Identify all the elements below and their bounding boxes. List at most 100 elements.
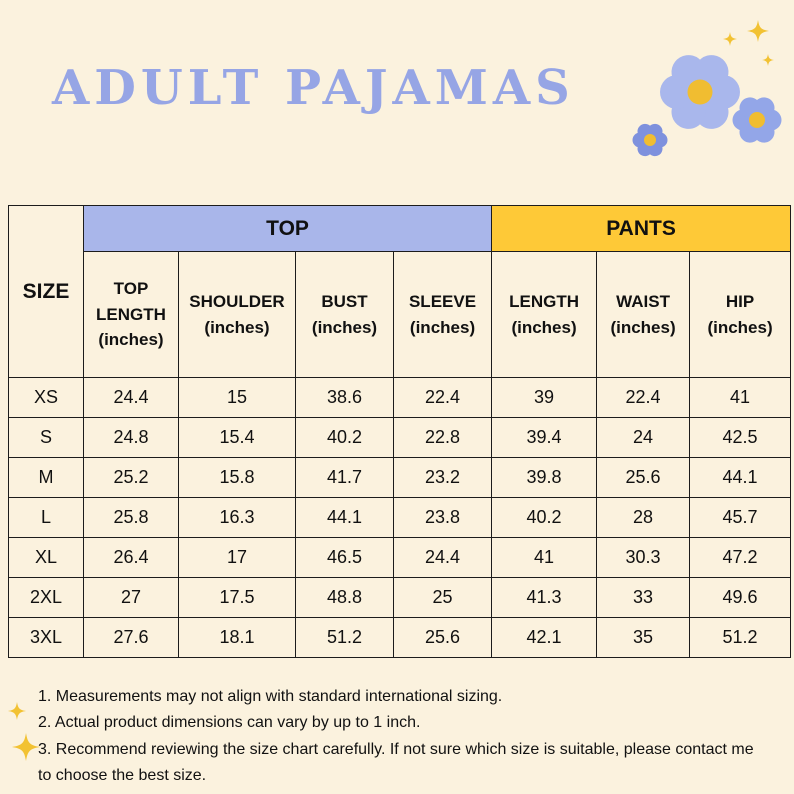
- measurement-cell: 39: [491, 377, 598, 418]
- size-label: S: [8, 417, 84, 458]
- measurement-cell: 15.8: [178, 457, 296, 498]
- column-unit: (inches): [707, 317, 773, 337]
- note-line: 2. Actual product dimensions can vary by…: [38, 714, 421, 732]
- sparkles-decoration: [8, 702, 40, 761]
- size-chart-table: SIZE TOP PANTS TOP LENGTH (inches) SHOULDE…: [8, 205, 792, 658]
- measurement-cell: 51.2: [689, 617, 792, 658]
- size-row-3xl: 3XL 27.6 18.1 51.2 25.6 42.1 35 51.2: [8, 617, 792, 658]
- column-header-top-length: TOP LENGTH (inches): [83, 251, 179, 378]
- measurement-cell: 48.8: [295, 577, 394, 618]
- measurement-cell: 44.1: [295, 497, 394, 538]
- column-name: WAIST: [616, 292, 670, 311]
- column-name: LENGTH: [509, 292, 579, 311]
- measurement-cell: 26.4: [83, 537, 179, 578]
- size-label: 2XL: [8, 577, 84, 618]
- measurement-cell: 41.7: [295, 457, 394, 498]
- notes-section: 1. Measurements may not align with stand…: [38, 684, 770, 790]
- column-header-waist: WAIST (inches): [596, 251, 691, 378]
- note-line: 3. Recommend reviewing the size chart ca…: [38, 740, 754, 785]
- column-unit: (inches): [610, 317, 676, 337]
- sparkle-icon: [723, 32, 737, 46]
- size-row-s: S 24.8 15.4 40.2 22.8 39.4 24 42.5: [8, 417, 792, 458]
- sparkle-icon: [12, 733, 40, 761]
- measurement-cell: 22.4: [392, 377, 493, 418]
- measurement-cell: 27.6: [83, 617, 179, 658]
- group-header-row: SIZE TOP PANTS: [8, 205, 792, 378]
- measurement-cell: 42.1: [491, 617, 598, 658]
- sparkle-icon: [8, 702, 26, 720]
- column-name: HIP: [725, 292, 755, 311]
- sparkle-icon: [747, 20, 769, 42]
- measurement-cell: 25.6: [392, 617, 493, 658]
- measurement-cell: 39.8: [491, 457, 598, 498]
- measurement-cell: 44.1: [689, 457, 792, 498]
- measurement-cell: 22.8: [392, 417, 493, 458]
- measurement-cell: 24.4: [392, 537, 493, 578]
- column-header-bust: BUST (inches): [295, 251, 394, 378]
- measurement-cell: 16.3: [178, 497, 296, 538]
- column-header-hip: HIP (inches): [689, 251, 792, 378]
- measurement-cell: 17: [178, 537, 296, 578]
- measurement-cell: 25.8: [83, 497, 179, 538]
- size-label: XL: [8, 537, 84, 578]
- flower-icon: [732, 97, 782, 143]
- measurement-cell: 23.2: [392, 457, 493, 498]
- size-column-header: SIZE: [8, 205, 84, 378]
- size-label: XS: [8, 377, 84, 418]
- pants-group-header: PANTS: [491, 205, 792, 252]
- column-header-length: LENGTH (inches): [491, 251, 598, 378]
- measurement-cell: 15.4: [178, 417, 296, 458]
- column-header-shoulder: SHOULDER (inches): [178, 251, 296, 378]
- measurement-cell: 51.2: [295, 617, 394, 658]
- size-row-2xl: 2XL 27 17.5 48.8 25 41.3 33 49.6: [8, 577, 792, 618]
- measurement-cell: 33: [596, 577, 691, 618]
- measurement-cell: 46.5: [295, 537, 394, 578]
- measurement-cell: 47.2: [689, 537, 792, 578]
- size-row-l: L 25.8 16.3 44.1 23.8 40.2 28 45.7: [8, 497, 792, 538]
- column-name: SLEEVE: [408, 292, 477, 311]
- measurement-cell: 38.6: [295, 377, 394, 418]
- size-label: L: [8, 497, 84, 538]
- size-label: M: [8, 457, 84, 498]
- measurement-cell: 17.5: [178, 577, 296, 618]
- column-name: BUST: [321, 292, 368, 311]
- size-row-xl: XL 26.4 17 46.5 24.4 41 30.3 47.2: [8, 537, 792, 578]
- column-unit: (inches): [311, 317, 378, 337]
- measurement-cell: 24.4: [83, 377, 179, 418]
- size-row-xs: XS 24.4 15 38.6 22.4 39 22.4 41: [8, 377, 792, 418]
- measurement-cell: 24.8: [83, 417, 179, 458]
- measurement-cell: 35: [596, 617, 691, 658]
- measurement-cell: 15: [178, 377, 296, 418]
- measurement-cell: 25.6: [596, 457, 691, 498]
- column-unit: (inches): [98, 330, 164, 350]
- column-name: SHOULDER: [189, 292, 285, 311]
- size-row-m: M 25.2 15.8 41.7 23.2 39.8 25.6 44.1: [8, 457, 792, 498]
- measurement-cell: 39.4: [491, 417, 598, 458]
- measurement-cell: 41: [689, 377, 792, 418]
- flower-icon: [660, 55, 740, 129]
- measurement-cell: 49.6: [689, 577, 792, 618]
- size-table-body: XS 24.4 15 38.6 22.4 39 22.4 41 S 24.8 15.4 40.2 22.…: [8, 377, 792, 658]
- column-unit: (inches): [204, 317, 270, 337]
- measurement-cell: 25: [392, 577, 493, 618]
- column-unit: (inches): [409, 317, 476, 337]
- measurement-cell: 41: [491, 537, 598, 578]
- page-title: ADULT PAJAMAS: [52, 60, 575, 116]
- measurement-cell: 40.2: [491, 497, 598, 538]
- column-name: TOP LENGTH: [96, 279, 166, 324]
- note-line: 1. Measurements may not align with stand…: [38, 688, 503, 705]
- sparkle-icon: [762, 54, 774, 66]
- top-group-header: TOP: [82, 205, 493, 252]
- column-header-sleeve: SLEEVE (inches): [392, 251, 493, 378]
- column-header-row: TOP LENGTH (inches) SHOULDER (inches) BUST (i…: [9, 251, 792, 378]
- measurement-cell: 22.4: [596, 377, 691, 418]
- measurement-cell: 40.2: [295, 417, 394, 458]
- size-label: 3XL: [8, 617, 84, 658]
- measurement-cell: 24: [596, 417, 691, 458]
- measurement-cell: 45.7: [689, 497, 792, 538]
- measurement-cell: 23.8: [392, 497, 493, 538]
- measurement-cell: 41.3: [491, 577, 598, 618]
- flower-icon: [632, 123, 668, 157]
- measurement-cell: 28: [596, 497, 691, 538]
